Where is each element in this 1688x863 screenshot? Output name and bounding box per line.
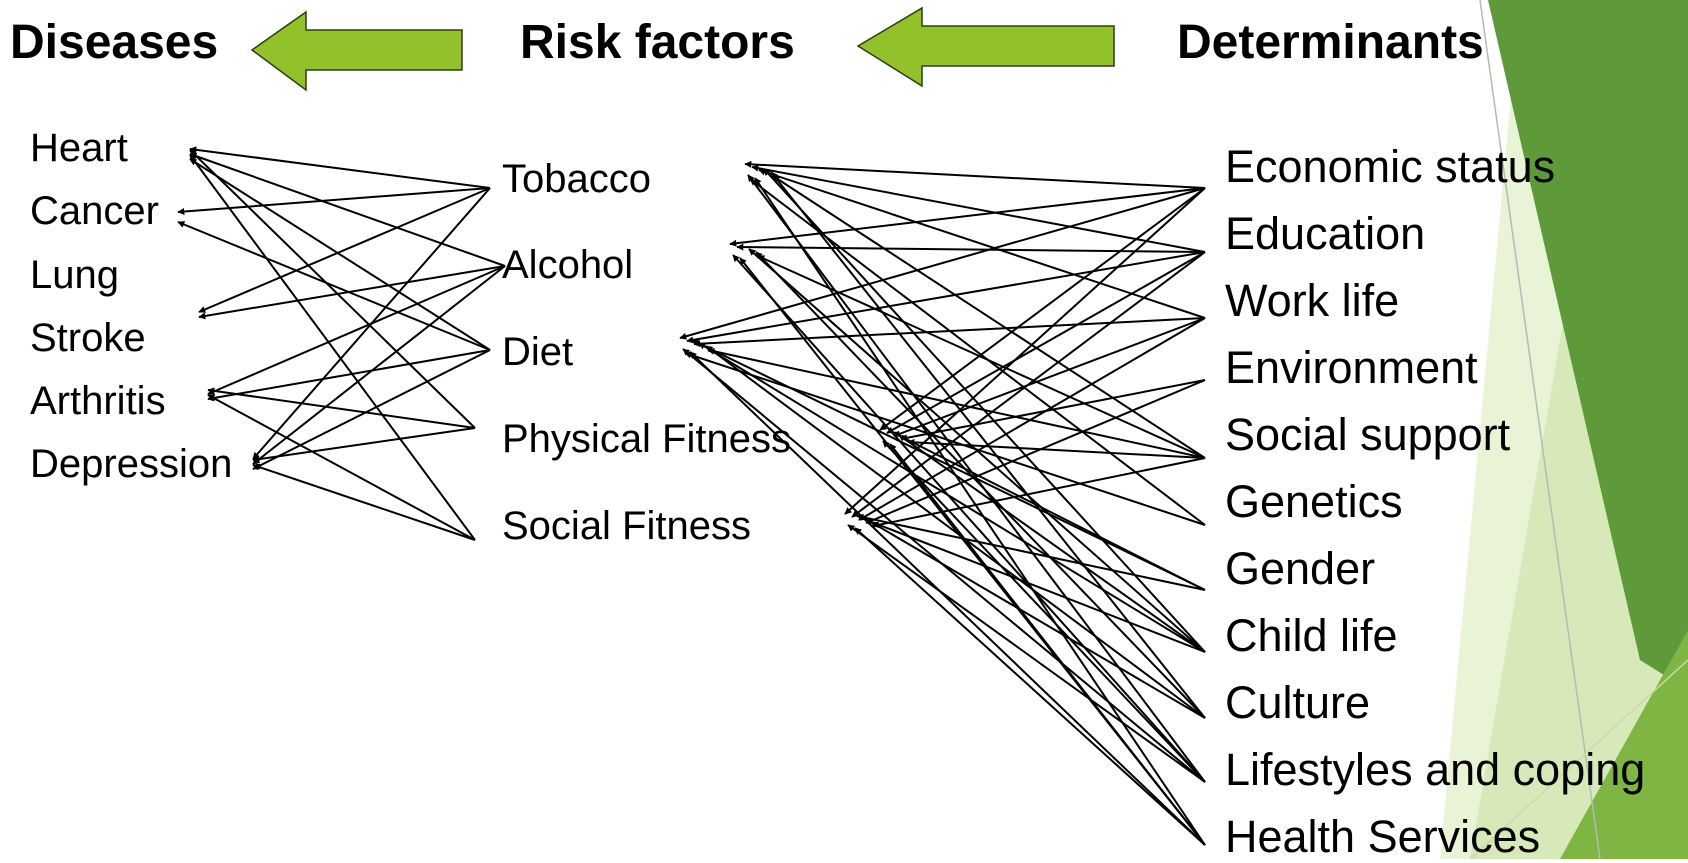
disease-stroke: Stroke — [30, 316, 146, 360]
risk-alcohol: Alcohol — [502, 243, 634, 287]
link-risk-to-disease — [252, 463, 476, 541]
link-risk-to-disease — [252, 265, 506, 465]
link-determinant-to-risk — [889, 443, 1206, 846]
link-risk-to-disease — [189, 149, 476, 429]
risk-physical-fitness: Physical Fitness — [502, 417, 791, 461]
link-determinant-to-risk — [686, 251, 1206, 344]
link-determinant-to-risk — [698, 342, 1206, 653]
risk-tobacco: Tobacco — [502, 157, 651, 201]
determinant-economic-status: Economic status — [1225, 141, 1556, 192]
link-determinant-to-risk — [865, 379, 1206, 524]
disease-arthritis: Arthritis — [30, 379, 166, 423]
determinant-environment: Environment — [1225, 342, 1478, 393]
link-determinant-to-risk — [856, 513, 1206, 591]
link-risk-to-disease — [207, 265, 506, 395]
link-determinant-to-risk — [858, 317, 1206, 521]
link-determinant-to-risk — [757, 255, 1206, 459]
link-determinant-to-risk — [682, 348, 1206, 783]
link-determinant-to-risk — [898, 434, 1206, 653]
disease-depression: Depression — [30, 442, 233, 486]
link-determinant-to-risk — [744, 160, 1206, 189]
link-determinant-to-risk — [863, 518, 1206, 653]
header-arrows — [250, 6, 1115, 92]
link-determinant-to-risk — [684, 351, 1206, 526]
determinant-genetics: Genetics — [1225, 476, 1403, 527]
disease-cancer: Cancer — [30, 189, 159, 233]
link-determinant-to-risk — [770, 171, 1206, 719]
link-risk-to-disease — [252, 427, 476, 463]
header-risk-factors: Risk factors — [520, 16, 795, 69]
link-determinant-to-risk — [758, 168, 1206, 319]
link-determinant-to-risk — [751, 164, 1206, 253]
link-determinant-to-risk — [689, 351, 1206, 846]
link-risk-to-disease — [189, 152, 506, 267]
link-determinant-to-risk — [872, 457, 1206, 529]
determinant-work-life: Work life — [1225, 275, 1400, 326]
determinant-education: Education — [1225, 208, 1426, 259]
determinant-gender: Gender — [1225, 543, 1376, 594]
link-determinant-to-risk — [882, 440, 1206, 783]
arrow-left-icon — [856, 6, 1115, 88]
theme-accent-line — [1479, 0, 1601, 859]
link-determinant-to-risk — [748, 248, 1206, 653]
theme-accent-line — [1469, 659, 1688, 859]
link-determinant-to-risk — [870, 521, 1206, 719]
link-risk-to-disease — [177, 221, 491, 351]
arrow-left-icon — [250, 10, 463, 92]
link-determinant-to-risk — [907, 438, 1206, 459]
link-risk-to-disease — [189, 154, 476, 541]
link-risk-to-disease — [207, 387, 476, 429]
link-determinant-to-risk — [844, 187, 1206, 515]
link-determinant-to-risk — [854, 527, 1206, 846]
determinant-child-life: Child life — [1225, 610, 1398, 661]
theme-dark-facet — [1488, 0, 1688, 690]
link-determinant-to-risk — [893, 317, 1206, 438]
link-determinant-to-risk — [754, 177, 1206, 846]
header-diseases: Diseases — [10, 16, 219, 69]
determinant-culture: Culture — [1225, 677, 1371, 728]
disease-lung: Lung — [30, 253, 119, 297]
link-determinant-to-risk — [847, 524, 1206, 783]
link-determinant-to-risk — [886, 251, 1206, 434]
link-determinant-to-risk — [705, 345, 1206, 719]
link-determinant-to-risk — [763, 168, 1206, 653]
link-risk-to-disease — [198, 265, 506, 320]
link-risk-to-disease — [189, 146, 491, 189]
header-determinants: Determinants — [1177, 16, 1484, 69]
link-determinant-to-risk — [879, 187, 1206, 431]
link-risk-to-disease — [189, 158, 491, 351]
determinant-lifestyles-and-coping: Lifestyles and coping — [1225, 744, 1646, 795]
disease-heart: Heart — [30, 126, 128, 170]
link-risk-to-disease — [252, 349, 491, 470]
link-determinant-to-risk — [747, 174, 1206, 783]
determinant-social-support: Social support — [1225, 409, 1511, 460]
link-risk-to-disease — [207, 394, 476, 541]
link-risk-to-disease — [198, 187, 491, 313]
link-determinant-to-risk — [732, 254, 1206, 783]
link-determinant-to-risk — [736, 243, 1206, 253]
link-risk-to-disease — [207, 349, 491, 402]
risk-diet: Diet — [502, 330, 574, 374]
link-determinant-to-risk — [772, 175, 1206, 459]
link-determinant-to-risk — [729, 187, 1206, 247]
link-determinant-to-risk — [679, 187, 1206, 340]
determinant-health-services: Health Services — [1225, 811, 1541, 862]
risk-social-fitness: Social Fitness — [502, 504, 751, 548]
